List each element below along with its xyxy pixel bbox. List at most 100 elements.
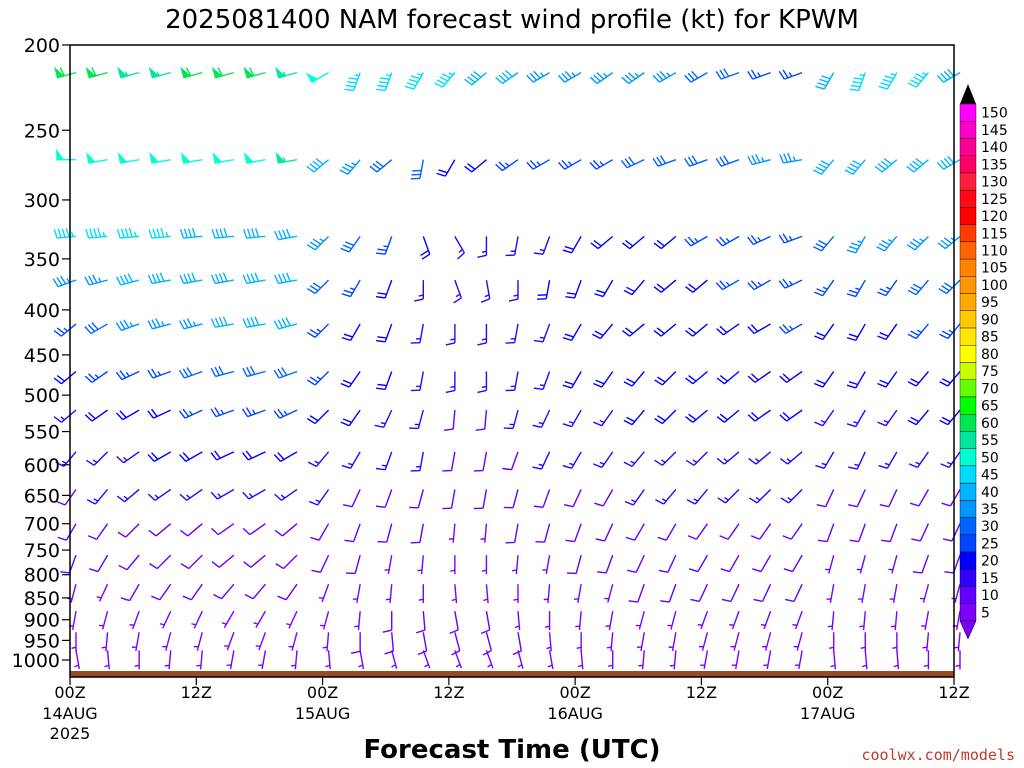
barb-shaft: [484, 410, 488, 430]
wind-barb: [688, 554, 709, 573]
barb-shaft: [387, 555, 393, 574]
barb-half: [757, 281, 762, 287]
wind-barb: [350, 632, 361, 654]
barb-full: [879, 332, 889, 337]
y-tick-label: 800: [24, 565, 60, 587]
wind-barb: [454, 650, 463, 669]
barb-shaft: [129, 583, 140, 601]
barb-full: [306, 287, 316, 295]
barb-full: [906, 244, 916, 251]
barb-shaft: [540, 409, 551, 428]
wind-barb: [191, 610, 203, 629]
colorbar-swatch: [959, 345, 977, 363]
wind-barb: [814, 371, 835, 388]
barb-full: [909, 241, 919, 248]
barb-full: [480, 629, 490, 635]
barb-full: [938, 287, 947, 295]
barb-full: [659, 155, 667, 164]
wind-barb: [623, 451, 645, 468]
wind-barb: [481, 555, 488, 575]
wind-barb: [473, 451, 488, 472]
barb-full: [849, 163, 859, 169]
wind-barb: [377, 523, 393, 543]
wind-barb: [147, 318, 171, 330]
barb-full: [846, 384, 856, 389]
barb-full: [685, 286, 694, 293]
wind-barb: [685, 370, 708, 385]
barb-half: [577, 664, 583, 668]
barb-full: [420, 249, 429, 256]
wind-barb: [846, 371, 866, 389]
y-tick-label: 550: [24, 422, 60, 444]
wind-barb: [115, 273, 140, 286]
wind-barb: [374, 409, 393, 429]
barb-shaft: [120, 279, 140, 286]
wind-barb: [877, 323, 898, 341]
wind-barb: [861, 650, 868, 670]
barb-full: [56, 327, 65, 335]
wind-barb: [306, 235, 330, 251]
wind-barb: [320, 610, 330, 630]
barb-shaft: [216, 451, 235, 461]
barb-full: [182, 595, 192, 601]
barb-full: [787, 152, 792, 162]
x-axis-label: Forecast Time (UTC): [363, 735, 660, 765]
wind-barb: [812, 235, 835, 252]
wind-barb: [273, 317, 298, 330]
barb-full: [878, 242, 888, 249]
wind-barb: [410, 371, 424, 392]
x-tick-label: 00Z: [559, 683, 590, 702]
barb-full: [815, 85, 825, 90]
barb-shaft: [602, 279, 614, 297]
wind-barb: [85, 227, 108, 239]
barb-full: [306, 244, 316, 251]
barb-full: [309, 285, 319, 292]
barb-pennant: [56, 148, 65, 161]
colorbar-label: 150: [981, 106, 1008, 122]
barb-shaft: [90, 323, 108, 335]
barb-shaft: [281, 488, 298, 501]
barb-full: [943, 157, 951, 166]
wind-barb: [180, 554, 203, 570]
barb-shaft: [384, 451, 393, 470]
barb-shaft: [65, 523, 77, 541]
barb-half: [788, 325, 794, 330]
barb-half: [186, 494, 191, 499]
barb-full: [148, 229, 153, 239]
barb-shaft: [889, 523, 898, 542]
barb-shaft: [661, 451, 677, 466]
barb-half: [96, 596, 102, 599]
barb-shaft: [629, 235, 645, 250]
barb-shaft: [384, 279, 393, 299]
barb-full: [380, 77, 390, 80]
wind-barb: [464, 159, 487, 173]
barb-shaft: [154, 488, 172, 501]
wind-barb: [53, 227, 77, 239]
barb-half: [102, 232, 106, 237]
wind-barb: [937, 235, 961, 250]
barb-shaft: [542, 323, 551, 343]
barb-full: [147, 369, 154, 379]
barb-full: [179, 229, 185, 239]
barb-full: [214, 273, 220, 283]
wind-barb: [291, 650, 298, 670]
barb-full: [533, 252, 544, 255]
barb-shaft: [727, 523, 740, 540]
wind-barb: [288, 632, 298, 651]
wind-barb: [628, 583, 645, 603]
wind-barb: [893, 650, 900, 670]
barb-half: [483, 598, 488, 602]
colorbar-swatch: [959, 534, 977, 553]
barb-full: [719, 325, 728, 334]
barb-full: [210, 452, 218, 461]
wind-barb: [747, 323, 771, 335]
barb-full: [684, 74, 692, 83]
barb-shaft: [891, 554, 898, 574]
barb-pennant: [244, 151, 255, 164]
wind-barb: [687, 523, 709, 540]
barb-full: [815, 242, 825, 249]
barb-half: [857, 240, 862, 244]
wind-barb: [700, 650, 709, 670]
barb-shaft: [350, 279, 361, 297]
barb-shaft: [885, 409, 898, 427]
